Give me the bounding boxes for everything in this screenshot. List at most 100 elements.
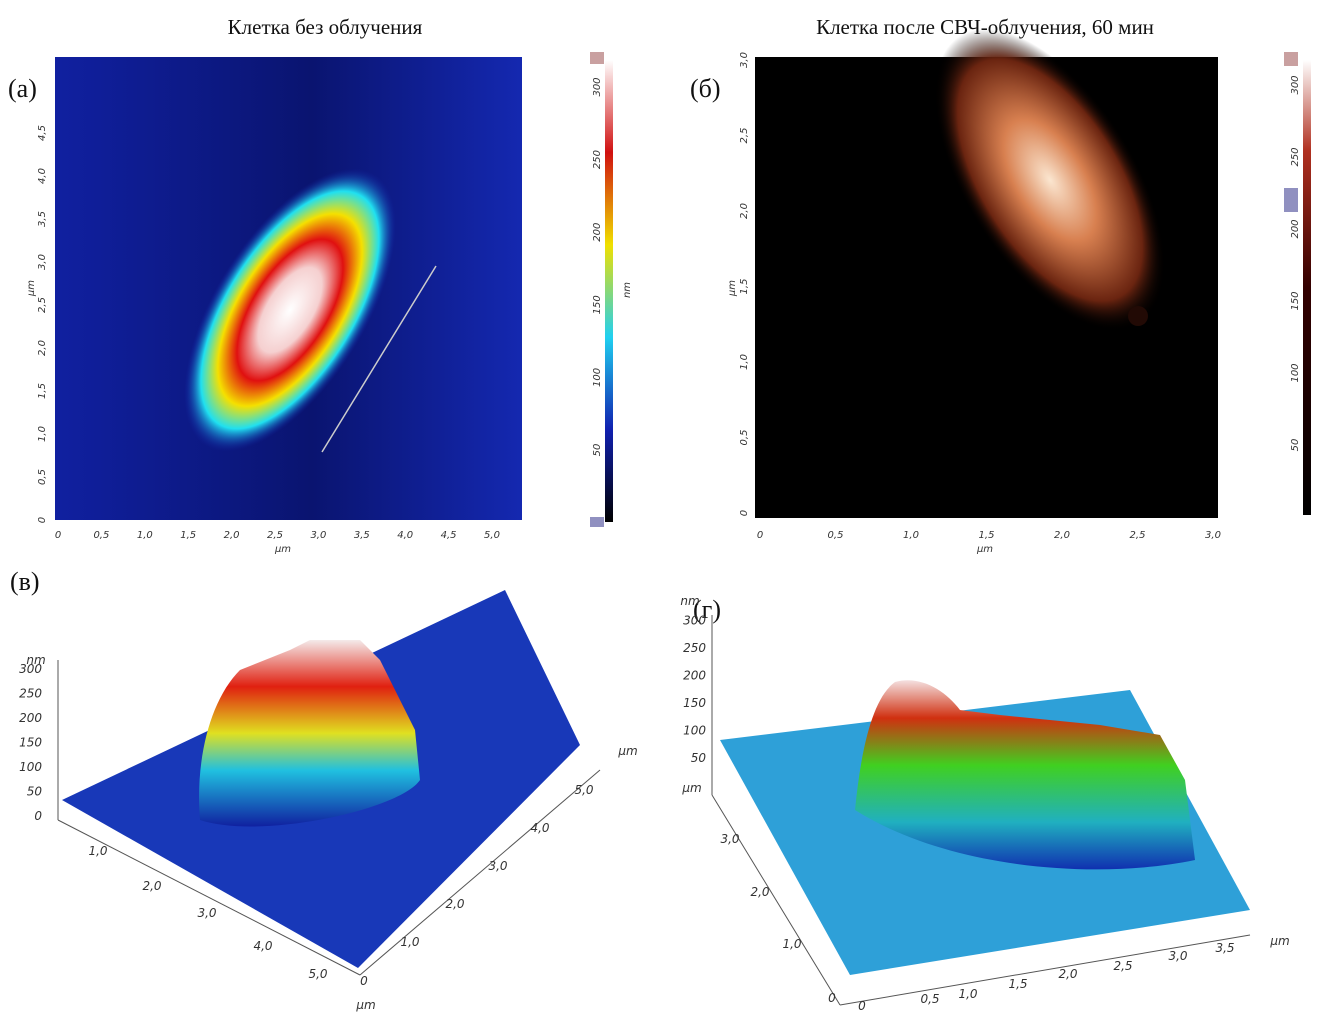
x-axis-unit: µm (1269, 934, 1289, 948)
z-tick-label: 50 (691, 751, 707, 765)
colorbar-tick-label: 250 (1290, 147, 1301, 166)
y-axis-unit: µm (617, 744, 637, 758)
colorbar-handle (1284, 188, 1298, 212)
y-axis-unit: µm (26, 280, 37, 297)
colorbar-handle (590, 52, 604, 64)
x-tick-label: 5,0 (308, 967, 327, 981)
colorbar-handle (1284, 52, 1298, 66)
y-tick-label: 1,5 (739, 279, 750, 295)
z-tick-label: 150 (19, 736, 42, 750)
y-tick-label: 4,0 (37, 168, 48, 184)
colorbar-unit: nm (622, 282, 633, 298)
y-tick-label: 0,5 (739, 430, 750, 446)
x-tick-label: 4,0 (397, 530, 413, 541)
x-tick-label: 1,5 (979, 530, 995, 541)
colorbar-tick-label: 100 (1290, 363, 1301, 382)
x-tick-label: 2,5 (1130, 530, 1146, 541)
y-tick-label: 2,0 (750, 885, 769, 899)
x-tick-label: 0,5 (93, 530, 109, 541)
y-tick-label: 2,5 (739, 128, 750, 144)
panel-a-image (55, 57, 522, 520)
x-tick-label: 1,0 (903, 530, 919, 541)
z-tick-label: 100 (683, 724, 706, 738)
z-tick-label: 200 (19, 711, 42, 725)
y-tick-label: 2,0 (37, 340, 48, 356)
y-tick-label: 3,0 (720, 832, 739, 846)
colorbar-a (605, 60, 613, 522)
colorbar-tick-label: 150 (1290, 291, 1301, 310)
colorbar-b (1303, 60, 1311, 515)
x-tick-label: 4,0 (253, 939, 272, 953)
y-tick-label: 4,0 (530, 821, 549, 835)
y-tick-label: 2,0 (739, 203, 750, 219)
colorbar-tick-label: 250 (592, 150, 603, 169)
z-tick-label: 100 (19, 760, 42, 774)
panel-b-image (755, 0, 1218, 518)
x-tick-label: 5,0 (484, 530, 500, 541)
x-tick-label: 2,0 (224, 530, 240, 541)
y-tick-label: 3,0 (739, 52, 750, 68)
z-tick-label: 0 (34, 809, 42, 823)
x-tick-label: 0 (55, 530, 61, 541)
x-tick-label: 0,5 (920, 992, 939, 1006)
x-tick-label: 1,5 (1008, 977, 1027, 991)
x-tick-label: 4,5 (441, 530, 457, 541)
x-tick-label: 3,0 (197, 906, 216, 920)
panel-label: (а) (8, 74, 37, 103)
colorbar-tick-label: 200 (592, 223, 603, 242)
y-tick-label: 3,5 (37, 211, 48, 227)
x-tick-label: 2,0 (1058, 967, 1077, 981)
colorbar-tick-label: 100 (592, 368, 603, 387)
panel-title: Клетка без облучения (228, 15, 423, 39)
y-tick-label: 5,0 (574, 783, 593, 797)
panel-label: (в) (10, 567, 40, 596)
x-tick-label: 1,0 (958, 987, 977, 1001)
x-tick-label: 0 (757, 530, 763, 541)
x-tick-label: 2,0 (142, 879, 161, 893)
z-tick-label: 300 (683, 614, 706, 628)
y-tick-label: 0 (828, 991, 836, 1005)
y-tick-label: 1,5 (37, 383, 48, 399)
y-tick-label: 1,0 (739, 354, 750, 370)
z-axis-unit: nm (680, 594, 699, 608)
y-tick-label: 3,0 (488, 859, 507, 873)
y-tick-label: 2,5 (37, 297, 48, 313)
y-tick-label: 0 (739, 510, 750, 516)
z-tick-label: 150 (683, 696, 706, 710)
y-tick-label: 0,5 (37, 469, 48, 485)
x-tick-label: 1,0 (88, 844, 107, 858)
x-tick-label: 2,5 (267, 530, 283, 541)
figure: Клетка без облучения Клетка после СВЧ-обл… (0, 0, 1322, 1014)
x-axis-unit: µm (976, 544, 993, 555)
x-tick-label: 2,5 (1113, 959, 1132, 973)
x-tick-label: 3,0 (310, 530, 326, 541)
colorbar-tick-label: 300 (1290, 75, 1301, 94)
colorbar-tick-label: 200 (1290, 219, 1301, 238)
y-tick-label: 1,0 (782, 937, 801, 951)
y-tick-label: 4,5 (37, 125, 48, 141)
x-tick-label: 2,0 (1054, 530, 1070, 541)
y-tick-label: 2,0 (445, 897, 464, 911)
z-axis-unit: nm (26, 653, 45, 667)
x-tick-label: 3,0 (1205, 530, 1221, 541)
colorbar-tick-label: 50 (1290, 439, 1301, 452)
z-tick-label: 200 (683, 669, 706, 683)
colorbar-tick-label: 150 (592, 295, 603, 314)
x-tick-label: 3,5 (354, 530, 370, 541)
z-tick-label: 50 (27, 785, 43, 799)
x-tick-label: 1,5 (180, 530, 196, 541)
y-axis-unit: µm (681, 781, 701, 795)
x-axis-unit: µm (355, 998, 375, 1012)
y-axis-unit: µm (727, 280, 738, 297)
y-tick-label: 3,0 (37, 254, 48, 270)
y-tick-label: 0 (37, 517, 48, 523)
panel-title: Клетка после СВЧ-облучения, 60 мин (816, 15, 1154, 39)
x-axis-unit: µm (274, 544, 291, 555)
y-tick-label: 1,0 (37, 426, 48, 442)
panel-c-surface (58, 590, 600, 975)
z-tick-label: 250 (19, 687, 42, 701)
colorbar-handle (590, 517, 604, 527)
z-tick-label: 250 (683, 641, 706, 655)
y-tick-label: 0 (360, 974, 368, 988)
y-tick-label: 1,0 (400, 935, 419, 949)
